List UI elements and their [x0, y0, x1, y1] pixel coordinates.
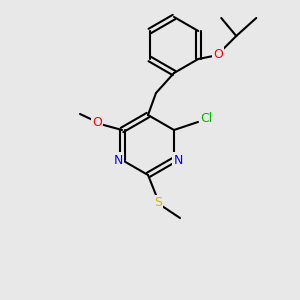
Text: N: N — [173, 154, 183, 166]
Text: O: O — [92, 116, 102, 128]
Text: O: O — [213, 47, 223, 61]
Text: Cl: Cl — [200, 112, 212, 124]
Text: N: N — [113, 154, 123, 166]
Text: S: S — [154, 196, 162, 209]
